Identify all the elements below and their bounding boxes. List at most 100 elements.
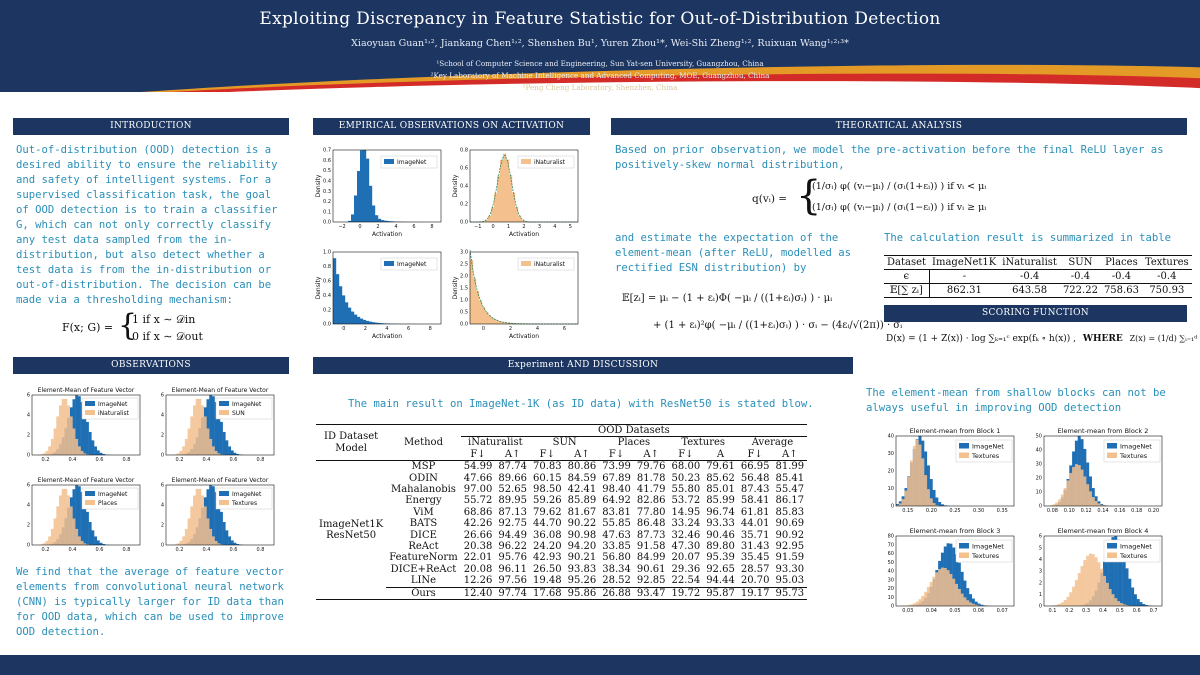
legend-label: ImageNet: [1120, 543, 1152, 551]
id-bar: [971, 598, 975, 606]
ood-bar: [67, 405, 70, 455]
ood-bar: [1125, 605, 1129, 606]
metric-header: F↓: [747, 448, 763, 460]
metric-cell: 95.87: [706, 587, 735, 599]
metric-cell: 59.26: [532, 495, 562, 507]
plot-frame: [469, 251, 579, 325]
method-cell: Mahalanobis: [390, 484, 456, 496]
ood-bar: [1114, 598, 1118, 606]
ood-bar: [949, 573, 953, 606]
y-tick-label: 2.0: [460, 274, 468, 280]
scoring-heading: SCORING FUNCTION: [884, 305, 1187, 322]
author-list: Xiaoyuan Guan¹˒², Jiankang Chen¹˒², Shen…: [351, 38, 849, 49]
x-tick-label: 0.8: [123, 547, 131, 553]
ood-bar: [896, 505, 900, 506]
x-tick-label: 0.2: [176, 547, 184, 553]
metric-cell: 22.54: [671, 575, 701, 587]
x-tick-label: 0.05: [949, 608, 960, 614]
metric-cell: 22.01: [463, 552, 493, 564]
activation-bar: [333, 258, 337, 324]
activation-bar: [503, 153, 507, 222]
ood-bar: [1088, 553, 1092, 606]
y-tick-label: 0.5: [460, 310, 468, 316]
activation-bar: [360, 150, 364, 222]
id-bar: [1091, 488, 1095, 506]
metric-cell: 96.74: [706, 506, 735, 518]
id-bar: [977, 603, 981, 606]
calc-header-cell: iNaturalist: [1002, 257, 1057, 268]
method-cell: DICE: [410, 529, 437, 541]
ood-bar: [201, 495, 204, 545]
legend-swatch: [85, 401, 95, 406]
id-bar: [938, 501, 942, 506]
result-row: ODIN 47.66 89.66 60.15 84.59 67.89 81.78 50.23 8…: [316, 473, 807, 484]
activation-bar: [491, 317, 495, 324]
activation-bar: [381, 220, 385, 222]
ood-bar: [932, 503, 936, 506]
x-tick-label: 2: [509, 326, 512, 332]
legend-swatch: [1107, 552, 1117, 558]
id-bar: [102, 453, 106, 455]
metric-cell: 28.57: [740, 563, 770, 575]
ood-bar: [918, 444, 922, 506]
id-bar: [1145, 605, 1149, 606]
x-tick-label: 0: [492, 224, 495, 230]
ood-bar: [946, 570, 950, 606]
ood-bar: [921, 458, 925, 506]
metric-header: A↑: [574, 448, 590, 460]
calc-cell: -0.4: [1019, 271, 1040, 282]
y-tick-label: 10: [888, 595, 894, 601]
poster-header: Exploiting Discrepancy in Feature Statis…: [0, 0, 1200, 92]
plot-title: Element-Mean of Feature Vector: [172, 387, 269, 394]
result-row: Energy 55.72 89.95 59.26 85.89 64.92 82.86 53.7…: [316, 495, 807, 506]
shallow-text: The element-mean from shallow blocks can…: [866, 387, 1166, 414]
metric-cell: 60.15: [532, 472, 562, 484]
ood-bar: [209, 528, 213, 545]
y-tick-label: 40: [888, 569, 894, 575]
legend-label: ImageNet: [232, 491, 262, 498]
y-tick-label: 0.0: [460, 220, 468, 226]
id-bar: [80, 402, 84, 455]
ood-bar: [1077, 465, 1081, 506]
metric-cell: 85.99: [706, 495, 735, 507]
id-bar: [926, 465, 930, 506]
activation-bar: [512, 192, 516, 222]
x-tick-label: 1: [507, 224, 510, 230]
metric-cell: 77.80: [636, 506, 666, 518]
ood-bar: [1119, 603, 1123, 606]
ood-bar: [190, 506, 194, 545]
legend-box: [517, 257, 575, 271]
metric-header: F↓: [678, 448, 694, 460]
activation-bar: [345, 302, 349, 324]
calc-expectation-row: 𝔼[∑ zᵢ] 862.31 643.58 722.22 758.63 750.…: [884, 283, 1192, 298]
id-bar: [72, 399, 76, 455]
method-cell: ODIN: [409, 472, 438, 484]
id-bar: [974, 601, 978, 606]
y-tick-label: 4: [1039, 557, 1042, 563]
poster-footer: [0, 655, 1200, 675]
metric-cell: 53.72: [671, 495, 701, 507]
legend-box: [81, 397, 139, 420]
ood-bar: [50, 438, 54, 455]
method-cell: Energy: [405, 495, 442, 507]
y-tick-label: 0.8: [323, 264, 331, 270]
ood-bar: [1100, 504, 1104, 506]
ood-bar: [48, 536, 52, 545]
ood-bar: [1072, 586, 1076, 606]
metric-cell: 47.63: [602, 529, 631, 541]
legend-swatch: [219, 491, 229, 496]
formula-lhs: F(x; G) =: [62, 321, 114, 334]
id-bar: [955, 554, 959, 606]
y-tick-label: 6: [1039, 534, 1042, 540]
id-bar: [206, 399, 210, 455]
id-bar: [102, 543, 106, 545]
ood-bar: [193, 495, 196, 545]
id-bar: [83, 501, 87, 545]
ood-bar: [938, 569, 942, 606]
activation-bar: [348, 220, 352, 222]
x-tick-label: 0.4: [203, 547, 211, 553]
activation-bar: [494, 319, 498, 324]
id-bar: [896, 503, 900, 506]
legend-swatch: [384, 159, 394, 164]
activation-bar: [354, 195, 358, 222]
